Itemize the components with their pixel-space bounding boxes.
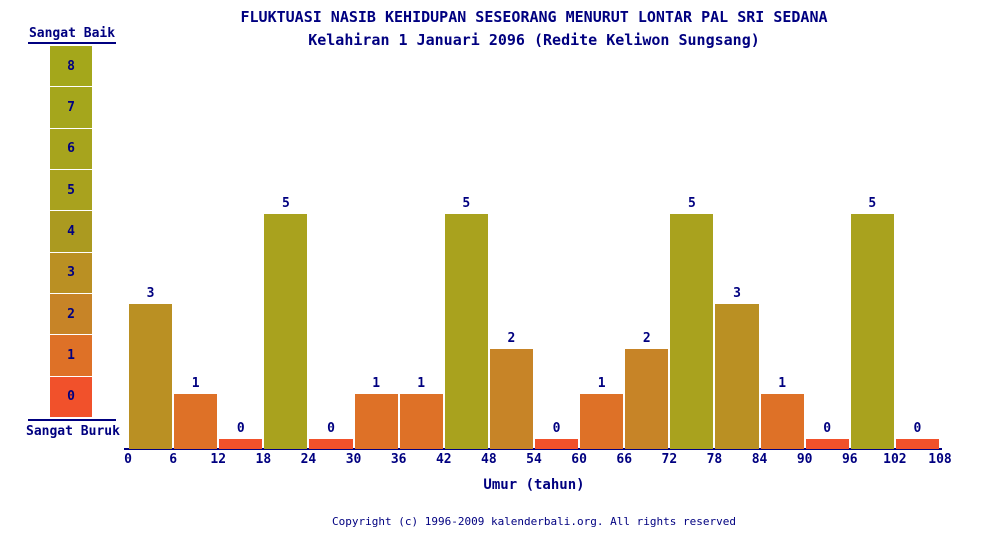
- bar-age-102-108: [895, 439, 939, 449]
- chart-title: FLUKTUASI NASIB KEHIDUPAN SESEORANG MENU…: [240, 8, 828, 26]
- bar-age-60-66: [580, 394, 624, 449]
- x-tick-54: 54: [526, 452, 542, 467]
- bar-value-label: 5: [462, 196, 471, 211]
- legend-best-label: Sangat Baik: [28, 26, 116, 41]
- x-tick-102: 102: [883, 452, 907, 467]
- x-tick-18: 18: [255, 452, 272, 467]
- bar-value-label: 5: [868, 196, 877, 211]
- bar-age-90-96: [805, 439, 849, 449]
- x-tick-72: 72: [661, 452, 678, 467]
- bar-age-48-54: [489, 349, 533, 449]
- x-axis-line: [124, 448, 942, 450]
- legend-cell-5: 5: [50, 169, 92, 211]
- bar-age-72-78: [670, 214, 714, 449]
- bar-value-label: 1: [417, 376, 426, 391]
- bar-value-label: 3: [733, 286, 741, 301]
- bar-age-18-24: [264, 214, 308, 449]
- legend-cell-7: 7: [50, 87, 92, 128]
- legend-cell-1: 1: [50, 335, 92, 376]
- legend-top-divider: [28, 42, 116, 44]
- x-tick-66: 66: [616, 452, 633, 467]
- x-tick-90: 90: [796, 452, 813, 467]
- bar-value-label: 0: [552, 421, 561, 436]
- bar-age-36-42: [399, 394, 443, 449]
- x-tick-108: 108: [928, 452, 952, 467]
- bar-value-label: 0: [823, 421, 832, 436]
- x-tick-42: 42: [435, 452, 452, 467]
- chart-subtitle: Kelahiran 1 Januari 2096 (Redite Keliwon…: [308, 31, 760, 49]
- bar-value-label: 3: [146, 286, 155, 301]
- x-tick-78: 78: [706, 452, 723, 467]
- x-tick-6: 6: [169, 452, 178, 467]
- legend-bottom-divider: [28, 419, 116, 421]
- bar-value-label: 1: [778, 376, 787, 391]
- bar-value-label: 2: [507, 331, 516, 346]
- bar-value-label: 5: [281, 196, 290, 211]
- x-tick-0: 0: [124, 452, 132, 467]
- legend-cell-0: 0: [50, 376, 92, 417]
- bar-age-96-102: [850, 214, 894, 449]
- x-tick-24: 24: [300, 452, 317, 467]
- x-tick-36: 36: [390, 452, 407, 467]
- bar-age-54-60: [535, 439, 579, 449]
- bar-age-30-36: [354, 394, 398, 449]
- x-tick-12: 12: [210, 452, 227, 467]
- legend-cell-2: 2: [50, 293, 92, 335]
- legend-cell-8: 8: [50, 46, 92, 87]
- x-tick-60: 60: [571, 452, 587, 467]
- x-tick-84: 84: [751, 452, 768, 467]
- bar-value-label: 1: [597, 376, 606, 391]
- bar-value-label: 0: [327, 421, 335, 436]
- x-axis-title: Umur (tahun): [483, 477, 585, 493]
- bar-value-label: 2: [642, 331, 651, 346]
- legend-worst-label: Sangat Buruk: [26, 424, 120, 439]
- bar-age-78-84: [715, 304, 759, 449]
- bar-value-label: 5: [687, 196, 696, 211]
- bar-age-66-72: [625, 349, 669, 449]
- bar-age-0-6: [129, 304, 173, 449]
- bar-age-84-90: [760, 394, 804, 449]
- legend-cell-3: 3: [50, 252, 92, 293]
- bar-value-label: 1: [372, 376, 381, 391]
- bar-age-42-48: [444, 214, 488, 449]
- bar-value-label: 0: [913, 421, 922, 436]
- bar-age-6-12: [174, 394, 218, 449]
- x-tick-96: 96: [841, 452, 858, 467]
- legend-cell-4: 4: [50, 211, 92, 252]
- copyright-notice: Copyright (c) 1996-2009 kalenderbali.org…: [332, 515, 736, 528]
- bar-value-label: 0: [236, 421, 245, 436]
- bar-value-label: 1: [191, 376, 200, 391]
- bar-age-24-30: [309, 439, 353, 449]
- bar-age-12-18: [219, 439, 263, 449]
- x-tick-48: 48: [481, 452, 497, 467]
- legend-cell-6: 6: [50, 128, 92, 169]
- x-tick-30: 30: [345, 452, 362, 467]
